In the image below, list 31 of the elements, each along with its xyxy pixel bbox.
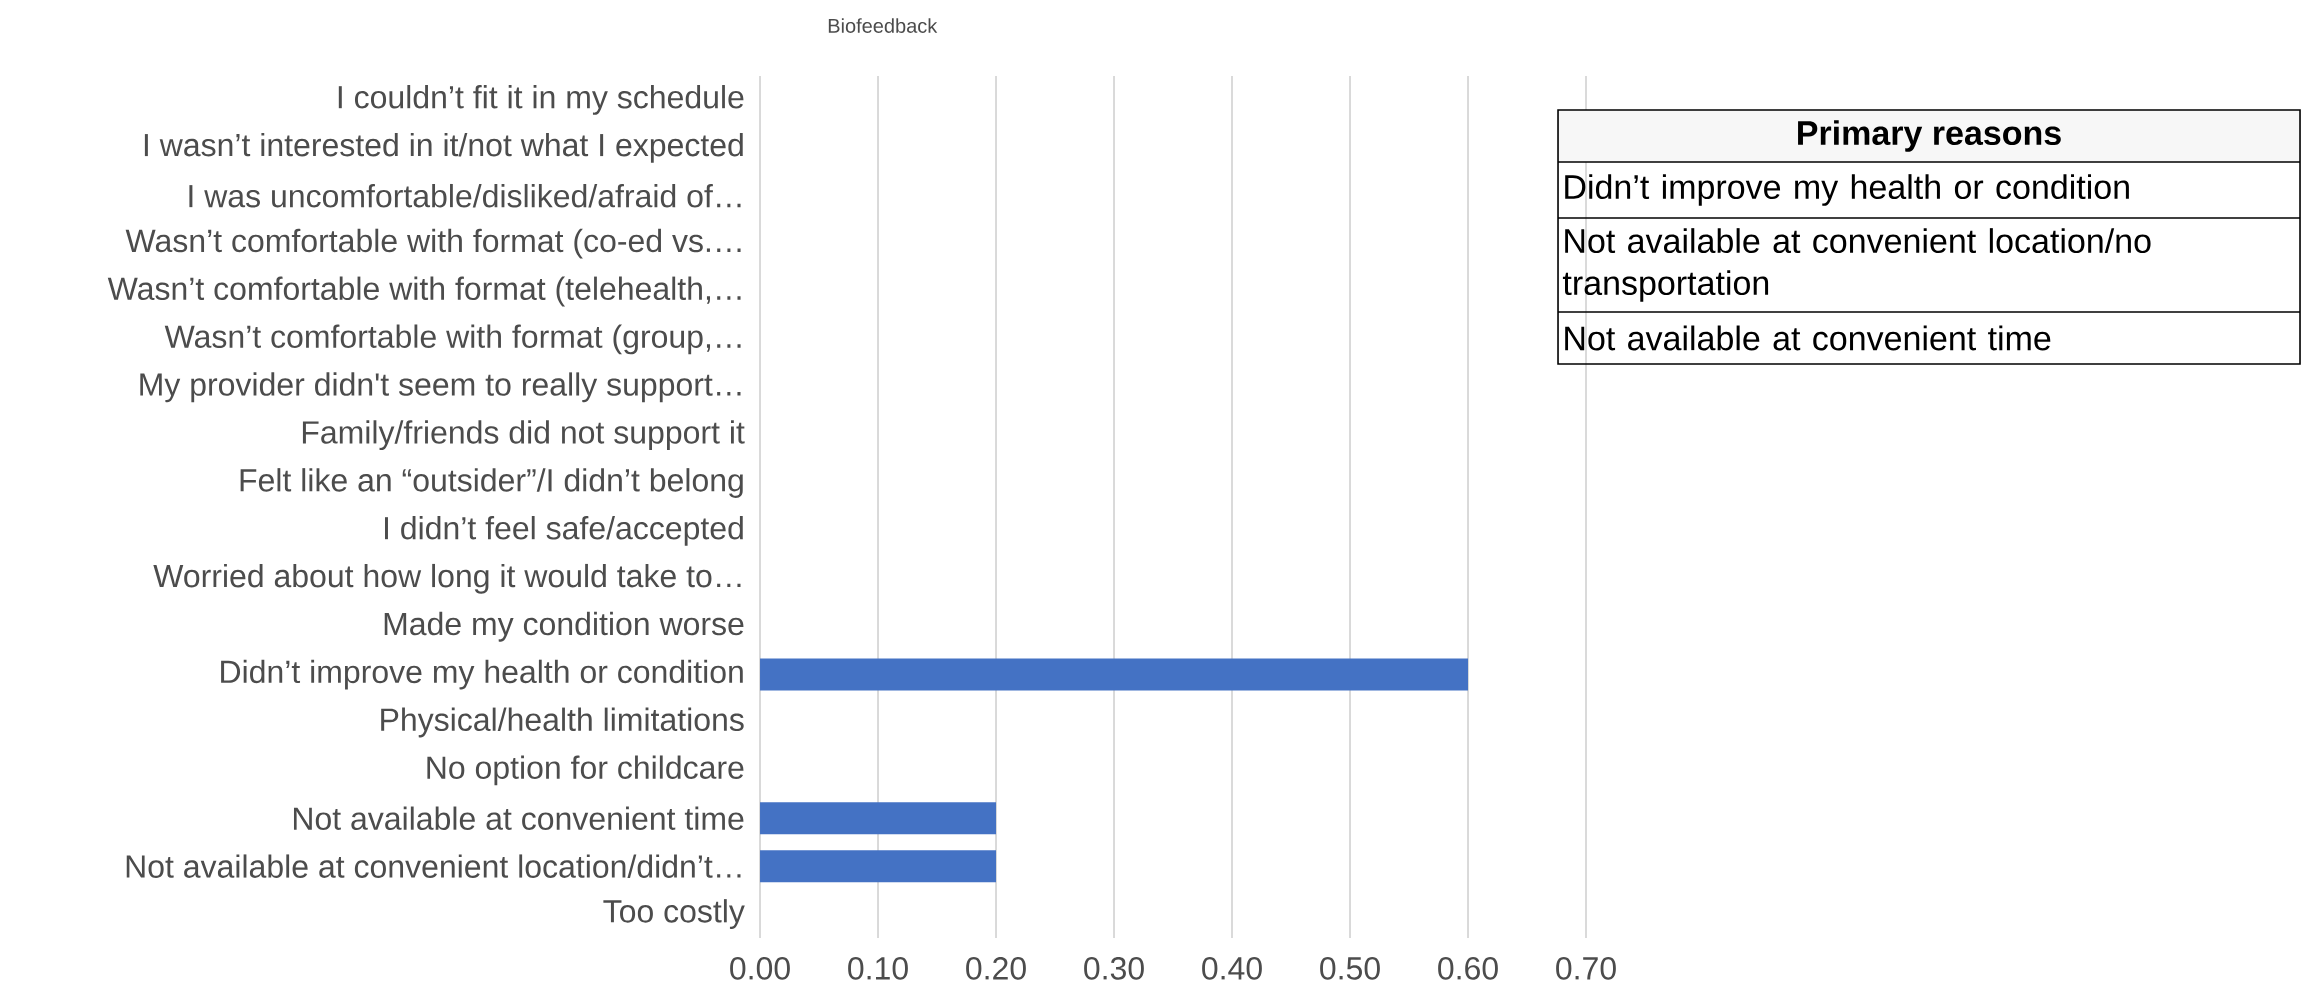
- x-tick-label: 0.00: [730, 957, 790, 980]
- x-tick-label: 0.30: [1084, 957, 1144, 980]
- y-tick-label: Family/friends did not support it: [302, 420, 745, 451]
- y-tick-label: Too costly: [603, 899, 745, 929]
- x-tick-label: 0.10: [848, 957, 908, 980]
- y-tick-label: Wasn’t comfortable with format (telehealth,…: [107, 276, 741, 307]
- annotation: Not available at convenient location/no transportation: [1562, 228, 2151, 302]
- x-tick-label: 0.40: [1202, 957, 1262, 980]
- y-tick-label: I couldn’t fit it in my schedule: [338, 85, 744, 115]
- y-tick-label: I was uncomfortable/disliked/afraid of…: [189, 183, 741, 208]
- y-tick-label: My provider didn't seem to really support…: [140, 372, 741, 403]
- y-tick-label: Worried about how long it would take to…: [153, 563, 741, 594]
- text: Primary reasons: [1798, 120, 2061, 152]
- y-tick-label: I wasn’t interested in it/not what I expected: [144, 132, 743, 163]
- y-tick-label: Felt like an “outsider”/I didn’t belong: [240, 468, 743, 498]
- annotation: Not available at convenient time: [1565, 325, 2051, 351]
- x-tick-label: 0.70: [1556, 957, 1616, 980]
- x-tick-label: 0.50: [1320, 957, 1380, 980]
- y-tick-label: Didn’t improve my health or condition: [221, 659, 743, 690]
- y-tick-label: No option for childcare: [427, 755, 744, 786]
- y-tick-label: Not available at convenient location/didn’t…: [126, 854, 741, 878]
- y-tick-label: I didn’t feel safe/accepted: [384, 516, 743, 546]
- annotation: Didn’t improve my health or condition: [1565, 174, 2129, 206]
- y-tick-label: Made my condition worse: [384, 611, 744, 642]
- x-tick-label: 0.20: [966, 957, 1026, 980]
- y-tick-label: Not available at convenient time: [293, 806, 744, 831]
- y-tick-label: Wasn’t comfortable with format (group,…: [164, 324, 741, 355]
- chart-title: Biofeedback: [828, 18, 938, 33]
- y-tick-label: Physical/health limitations: [381, 707, 744, 738]
- x-tick-label: 0.60: [1438, 957, 1498, 980]
- y-tick-label: Wasn’t comfortable with format (co-ed vs.…: [125, 228, 741, 259]
